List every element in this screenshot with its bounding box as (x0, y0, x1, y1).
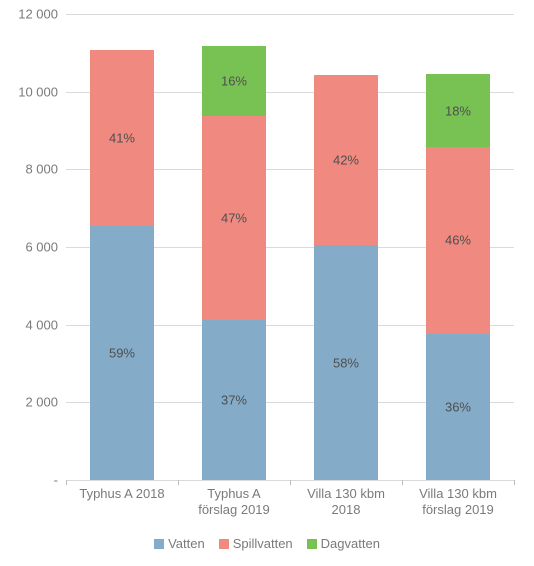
bar-segment-spillvatten: 42% (314, 75, 379, 245)
bar-segment-vatten: 36% (426, 334, 491, 480)
bar-group: 59% 41% (90, 50, 155, 480)
bars-container: 59% 41% 37% 47% 16% 58% 42% 36% 46% 18% (66, 14, 514, 480)
x-tick (514, 480, 515, 485)
bar-segment-pct-label: 41% (90, 130, 155, 145)
bar-segment-dagvatten: 16% (202, 46, 267, 116)
bar-segment-pct-label: 46% (426, 233, 491, 248)
stacked-bar-chart: - 2 000 4 000 6 000 8 000 10 000 12 000 59% 41% 3… (0, 0, 534, 566)
bar-segment-spillvatten: 46% (426, 147, 491, 333)
bar-segment-pct-label: 36% (426, 399, 491, 414)
x-axis-label: Typhus A 2018 (66, 480, 178, 502)
bar-group: 36% 46% 18% (426, 74, 491, 480)
bar-segment-pct-label: 47% (202, 210, 267, 225)
y-axis-label: 12 000 (18, 7, 66, 22)
legend-item-spillvatten: Spillvatten (219, 536, 293, 551)
bar-segment-vatten: 59% (90, 226, 155, 480)
x-axis-label-line: förslag 2019 (178, 502, 290, 518)
bar-segment-pct-label: 58% (314, 355, 379, 370)
x-axis-label-line: Villa 130 kbm (290, 486, 402, 502)
x-axis-label: Villa 130 kbmförslag 2019 (402, 480, 514, 517)
y-axis-label: 10 000 (18, 84, 66, 99)
x-axis-label-line: 2018 (290, 502, 402, 518)
bar-segment-pct-label: 16% (202, 74, 267, 89)
bar-group: 58% 42% (314, 75, 379, 480)
bar-segment-pct-label: 42% (314, 153, 379, 168)
x-axis-label-line: Typhus A (178, 486, 290, 502)
bar-segment-spillvatten: 41% (90, 50, 155, 226)
y-axis-label: 6 000 (25, 240, 66, 255)
y-axis-label: - (54, 473, 66, 488)
bar-group: 37% 47% 16% (202, 46, 267, 480)
bar-segment-pct-label: 37% (202, 392, 267, 407)
bar-segment-vatten: 58% (314, 245, 379, 480)
bar-segment-pct-label: 59% (90, 346, 155, 361)
y-axis-label: 8 000 (25, 162, 66, 177)
y-axis-label: 2 000 (25, 395, 66, 410)
legend-item-dagvatten: Dagvatten (307, 536, 380, 551)
legend: Vatten Spillvatten Dagvatten (0, 536, 534, 551)
x-axis-label: Typhus Aförslag 2019 (178, 480, 290, 517)
x-axis-label-line: Villa 130 kbm (402, 486, 514, 502)
legend-item-vatten: Vatten (154, 536, 205, 551)
bar-segment-pct-label: 18% (426, 103, 491, 118)
bar-segment-vatten: 37% (202, 320, 267, 480)
legend-swatch-icon (219, 539, 229, 549)
legend-label: Spillvatten (233, 536, 293, 551)
legend-swatch-icon (307, 539, 317, 549)
x-axis-label-line: Typhus A 2018 (66, 486, 178, 502)
legend-label: Dagvatten (321, 536, 380, 551)
plot-area: -2 0004 0006 0008 00010 00012 00059%41%3… (66, 14, 514, 480)
legend-label: Vatten (168, 536, 205, 551)
bar-segment-dagvatten: 18% (426, 74, 491, 147)
bar-segment-spillvatten: 47% (202, 116, 267, 320)
y-axis-label: 4 000 (25, 317, 66, 332)
legend-swatch-icon (154, 539, 164, 549)
x-axis-label: Villa 130 kbm2018 (290, 480, 402, 517)
x-axis-label-line: förslag 2019 (402, 502, 514, 518)
